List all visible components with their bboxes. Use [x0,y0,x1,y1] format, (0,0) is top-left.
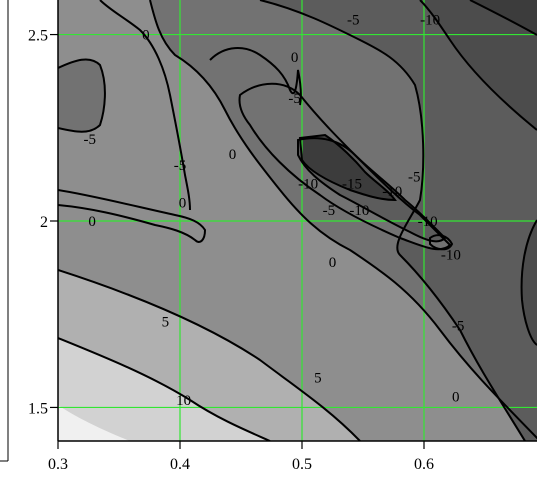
contour-line-5-upper-left [58,58,106,133]
x-tick-label: 0.6 [414,456,434,473]
contour-line-minus10-top [419,0,537,131]
y-ticks: 1.5 2 2.5 [28,28,58,417]
contour-label: 0 [291,50,299,66]
contour-label: 0 [452,389,460,405]
x-ticks: 0.3 0.4 0.5 0.6 [48,441,434,473]
contour-label: -10 [441,248,461,264]
contour-label: -5 [323,203,336,219]
contour-label: 0 [142,28,150,44]
contour-line-minus5-top [259,0,526,441]
contour-label: -10 [382,184,402,200]
contour-label: -5 [408,169,421,185]
region-fill-10-to-15 [58,338,270,441]
y-tick-label: 1.5 [28,400,48,417]
x-tick-label: 0.4 [170,456,190,473]
region-fill-minus5-to-minus10 [260,0,537,441]
contour-label: -5 [347,13,360,29]
contour-label: 0 [329,255,337,271]
contour-labels: 0 -5 -10 0 -5 -5 -5 0 -15 -10 -10 -5 -5 -10 -10 -10 0 0 0 -… [83,13,464,409]
contour-line-5-lower [58,269,361,441]
contour-label: -10 [418,214,438,230]
x-tick-label: 0.5 [292,456,312,473]
contour-label: 5 [314,371,322,387]
region-fill-central-minus15 [300,135,395,200]
contour-line-0-main [149,0,537,440]
contour-line-0-left [58,189,207,243]
contour-label: 10 [176,393,191,409]
contour-label: -5 [83,132,96,148]
contour-label: 0 [179,195,187,211]
contour-label: -10 [298,177,318,193]
contour-label: -10 [420,13,440,29]
y-tick-label: 2.5 [28,28,48,45]
contour-line-minus15 [298,133,397,202]
contour-line-minus10-central [297,137,447,243]
contour-label: -5 [174,158,187,174]
contour-label: 0 [88,214,96,230]
contour-line-10 [58,337,271,441]
contour-label: -10 [349,203,369,219]
contour-label: -5 [288,91,301,107]
region-fill-below-minus15-corner [470,0,537,35]
contour-label: -5 [452,318,465,334]
contour-lines [58,0,537,441]
contour-label: 0 [229,147,237,163]
contour-line-minus10-small-loop [429,234,454,251]
contour-label: 5 [162,315,170,331]
contour-line-minus5-central [238,82,452,251]
contour-line-minus15-corner [469,0,537,36]
x-tick-label: 0.3 [48,456,68,473]
y-tick-label: 2 [40,214,48,231]
grid-lines [58,0,537,441]
contour-line-0-left-upper [99,0,191,211]
contour-label: -15 [342,177,362,193]
region-fill-left-minus5-blob [58,59,105,132]
region-fill-above-15 [58,405,130,441]
contour-line-minus5-loop [209,47,302,106]
region-fill-below-minus10-top [420,0,537,130]
contour-line-minus10-right [520,219,537,346]
